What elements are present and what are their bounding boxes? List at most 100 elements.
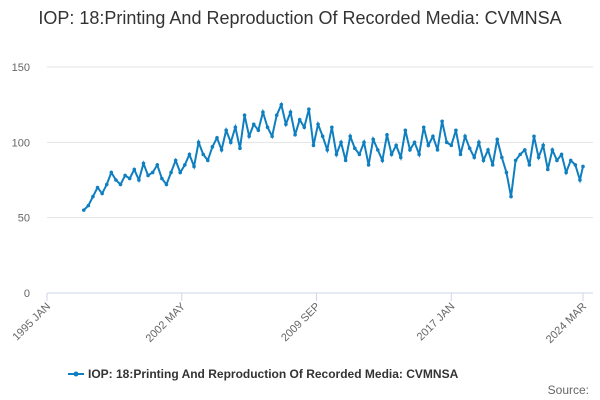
data-point [454, 128, 458, 133]
data-point [550, 148, 555, 152]
data-point [357, 152, 362, 157]
data-point [371, 137, 375, 142]
data-point [178, 170, 183, 175]
data-point [412, 140, 417, 145]
data-point [545, 167, 550, 172]
data-point [173, 158, 178, 163]
data-point [183, 163, 187, 167]
data-point [394, 143, 398, 148]
data-point [206, 158, 210, 163]
data-point [160, 176, 164, 181]
x-tick-label: 2009 SEP [279, 301, 323, 345]
data-point [307, 107, 311, 111]
data-point [127, 176, 132, 181]
data-point [380, 158, 385, 163]
data-point [146, 173, 150, 178]
data-point [164, 182, 169, 187]
y-tick-label: 50 [18, 213, 30, 225]
data-point [311, 143, 316, 148]
data-point [417, 152, 421, 157]
data-point [123, 173, 127, 178]
data-point [353, 146, 357, 151]
data-point [559, 152, 564, 157]
data-point [477, 140, 481, 145]
data-point [581, 164, 585, 169]
data-point [431, 134, 435, 139]
data-point [527, 163, 532, 167]
data-point [201, 152, 206, 157]
data-point [155, 163, 160, 167]
data-point [366, 163, 371, 167]
data-point [509, 194, 513, 199]
data-point [233, 125, 238, 130]
y-tick-label: 0 [24, 288, 30, 300]
data-point [348, 134, 353, 139]
data-point [251, 122, 256, 127]
data-point [91, 194, 95, 199]
data-point [265, 125, 270, 130]
data-point [541, 143, 545, 148]
x-tick-label: 2024 MAR [544, 301, 589, 346]
data-point [238, 146, 242, 151]
data-point [242, 113, 247, 118]
data-point [449, 143, 454, 148]
data-point [339, 140, 343, 145]
data-point [100, 191, 104, 196]
data-point [403, 128, 408, 133]
data-point [247, 134, 251, 139]
data-point [467, 146, 472, 151]
x-tick-label: 2017 JAN [415, 301, 458, 344]
data-point [270, 134, 274, 139]
data-point [192, 164, 196, 169]
data-point [398, 155, 403, 160]
data-point [362, 140, 366, 145]
data-point [385, 133, 389, 137]
data-point [114, 178, 118, 182]
data-point [536, 155, 541, 160]
x-tick-label: 2002 MAY [144, 300, 189, 345]
data-point [435, 148, 440, 152]
data-point [330, 125, 334, 130]
data-point [169, 170, 173, 175]
data-point [224, 128, 228, 133]
data-point [109, 170, 114, 175]
data-point [284, 122, 288, 127]
data-point [421, 125, 426, 130]
data-point [215, 136, 219, 140]
data-point [458, 152, 463, 157]
data-point [141, 161, 146, 166]
data-point [261, 110, 265, 114]
y-tick-label: 100 [12, 137, 30, 149]
source-label: Source: [548, 383, 589, 397]
data-point [86, 203, 91, 208]
data-point [150, 170, 155, 175]
data-point [293, 133, 297, 137]
series-line [83, 101, 584, 211]
data-point [228, 140, 233, 145]
data-point [196, 140, 201, 145]
data-point [500, 155, 504, 160]
data-point [302, 125, 307, 130]
data-point [219, 148, 224, 152]
data-point [486, 148, 490, 152]
y-tick-label: 150 [12, 62, 30, 74]
data-point [210, 145, 215, 149]
data-point [463, 134, 467, 139]
data-point [334, 152, 339, 157]
data-point [187, 152, 192, 157]
data-point [573, 163, 578, 167]
data-point [568, 158, 573, 163]
data-point [279, 102, 284, 107]
data-point [440, 119, 444, 124]
data-point [481, 158, 486, 163]
data-point [555, 158, 559, 163]
data-point [564, 170, 568, 175]
data-point [532, 134, 536, 139]
data-point [256, 128, 261, 133]
data-point [444, 140, 449, 145]
data-point [504, 170, 509, 175]
data-point [325, 148, 330, 152]
x-tick-label: 1995 JAN [10, 301, 53, 344]
